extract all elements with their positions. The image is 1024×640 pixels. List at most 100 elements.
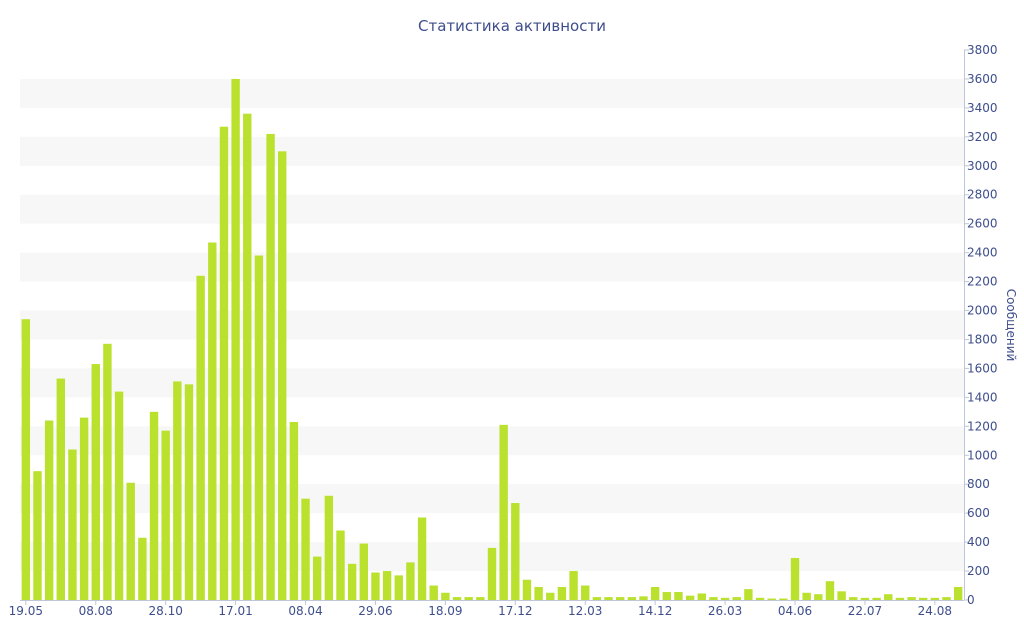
bar — [907, 597, 916, 600]
bar — [499, 424, 508, 600]
bar — [161, 430, 170, 600]
x-tick-label: 04.06 — [778, 604, 812, 618]
y-tick-label: 2200 — [967, 275, 998, 289]
x-tick-label: 18.09 — [428, 604, 462, 618]
bar — [149, 411, 159, 600]
x-tick-label: 28.10 — [148, 604, 182, 618]
bar — [371, 572, 380, 600]
bar — [301, 498, 310, 600]
bar — [476, 597, 485, 600]
y-tick-label: 3200 — [967, 130, 998, 144]
axes — [20, 50, 965, 601]
x-tick-label: 24.08 — [918, 604, 952, 618]
y-tick-label: 2800 — [967, 188, 998, 202]
y-tick-label: 3000 — [967, 159, 998, 173]
x-tick-label: 08.08 — [79, 604, 113, 618]
y-tick-label: 3800 — [967, 43, 998, 57]
bar — [243, 113, 252, 601]
grid-band — [20, 252, 964, 282]
bar — [184, 384, 194, 600]
y-tick-label: 3600 — [967, 72, 998, 86]
bar — [324, 495, 334, 600]
bar — [685, 595, 695, 600]
bar — [103, 343, 112, 600]
bar — [895, 597, 905, 600]
bar — [697, 593, 706, 600]
y-axis-label: Сообщений — [1004, 289, 1018, 362]
bar — [953, 586, 963, 600]
x-tick-label: 08.04 — [288, 604, 322, 618]
grid-band — [20, 78, 964, 108]
bar — [347, 563, 357, 600]
bar — [790, 558, 800, 600]
bar — [394, 575, 403, 600]
bar — [406, 562, 415, 600]
y-tick-label: 3400 — [967, 101, 998, 115]
x-tick-label: 12.03 — [568, 604, 602, 618]
bar — [581, 585, 590, 600]
bar — [208, 242, 217, 600]
y-tick-label: 1800 — [967, 332, 998, 346]
bar — [68, 449, 77, 600]
bar — [569, 571, 578, 600]
bar — [802, 592, 811, 600]
bar — [709, 597, 718, 600]
bar — [662, 592, 672, 600]
bar — [779, 598, 788, 600]
y-tick-label: 400 — [967, 535, 990, 549]
x-tick-label: 26.03 — [708, 604, 742, 618]
x-tick-label: 22.07 — [848, 604, 882, 618]
bar — [464, 597, 473, 600]
bar — [266, 133, 275, 600]
y-tick-label: 1600 — [967, 361, 998, 375]
chart-title: Статистика активности — [418, 17, 606, 35]
y-tick-label: 1200 — [967, 419, 998, 433]
y-tick-label: 1000 — [967, 448, 998, 462]
x-tick-label: 17.01 — [218, 604, 252, 618]
bar — [417, 517, 427, 600]
bar — [604, 597, 613, 600]
bar — [522, 579, 532, 600]
bar — [278, 151, 287, 600]
x-tick-label: 14.12 — [638, 604, 672, 618]
bar — [336, 530, 345, 600]
grid-bands — [20, 78, 964, 572]
bar — [289, 421, 299, 600]
bar — [219, 126, 229, 601]
bar — [546, 592, 555, 600]
x-tick-label: 29.06 — [358, 604, 392, 618]
bar — [534, 586, 543, 600]
bar — [359, 543, 368, 600]
bar — [44, 420, 54, 600]
grid-band — [20, 368, 964, 398]
bar — [452, 597, 462, 600]
bar — [616, 597, 625, 600]
bar — [441, 592, 450, 600]
bar — [884, 594, 893, 600]
bar — [511, 503, 520, 600]
bar — [312, 556, 322, 600]
bar — [767, 598, 776, 600]
bar — [254, 255, 264, 601]
bar — [79, 417, 89, 600]
bar — [21, 319, 31, 600]
bar — [942, 597, 951, 600]
grid-band — [20, 136, 964, 166]
bar — [732, 597, 741, 600]
y-tick-label: 800 — [967, 477, 990, 491]
bar — [91, 364, 100, 600]
y-tick-label: 600 — [967, 506, 990, 520]
y-tick-label: 2600 — [967, 217, 998, 231]
bar — [849, 597, 858, 600]
bar — [114, 391, 124, 600]
bar — [627, 597, 637, 600]
bar — [592, 597, 602, 600]
y-ticks: 0 200 400 600 800 1000 1200 1400 1600 1800 2000 220… — [964, 43, 998, 607]
bar — [33, 471, 42, 600]
grid-band — [20, 194, 964, 224]
x-tick-label: 19.05 — [9, 604, 43, 618]
bar — [674, 592, 683, 600]
y-tick-label: 200 — [967, 564, 990, 578]
